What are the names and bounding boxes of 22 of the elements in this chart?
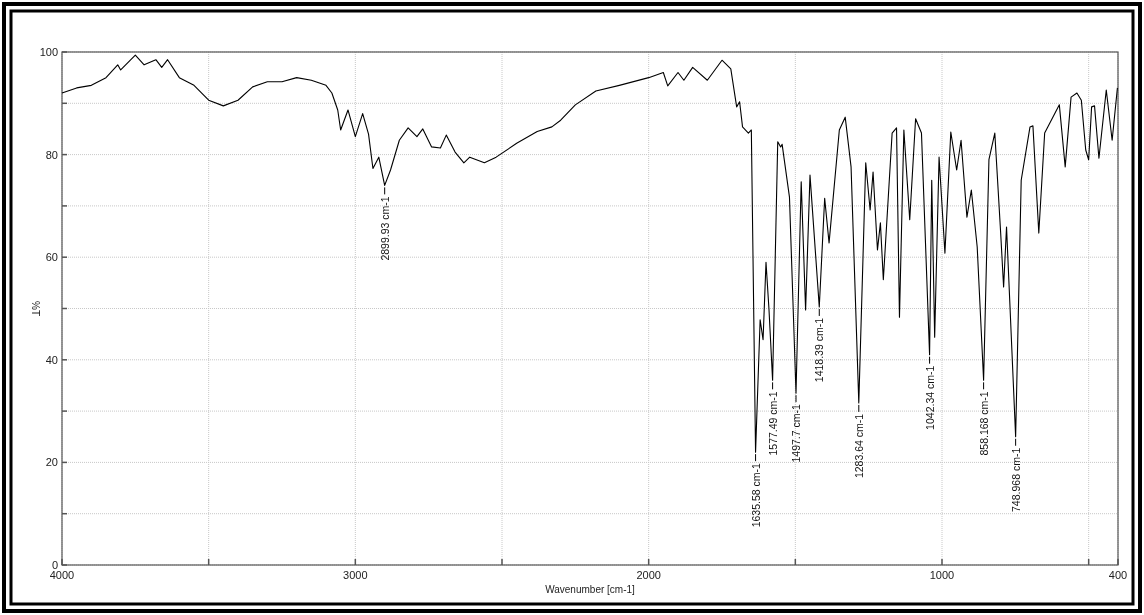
x-tick-label: 4000 (49, 569, 75, 581)
annotation: 2899.93 cm-1 (378, 196, 391, 261)
y-tick-label: 40 (45, 353, 58, 366)
x-tick-label: 400 (1108, 569, 1128, 581)
x-tick-label: 3000 (343, 569, 368, 581)
x-axis-title: Wavenumber [cm-1] (545, 584, 636, 595)
annotation: 858.168 cm-1 (977, 391, 990, 456)
annotation: 1635.58 cm-1 (749, 462, 762, 528)
y-tick-label: 20 (45, 456, 58, 469)
x-tick-label: 1000 (929, 569, 955, 581)
annotation: 748.968 cm-1 (1009, 447, 1022, 512)
annotation: 1283.64 cm-1 (852, 413, 865, 479)
y-tick-label: 0 (51, 559, 58, 571)
y-tick-label: 80 (45, 148, 58, 161)
annotation: 1497.7 cm-1 (790, 403, 803, 463)
annotation: 1577.49 cm-1 (766, 391, 779, 456)
y-tick-label: 100 (39, 46, 58, 58)
y-axis-title: %T (30, 301, 41, 316)
annotation: 1042.34 cm-1 (923, 365, 936, 430)
x-tick-label: 2000 (636, 569, 661, 581)
annotation: 1418.39 cm-1 (813, 317, 826, 383)
y-tick-label: 60 (45, 251, 58, 264)
